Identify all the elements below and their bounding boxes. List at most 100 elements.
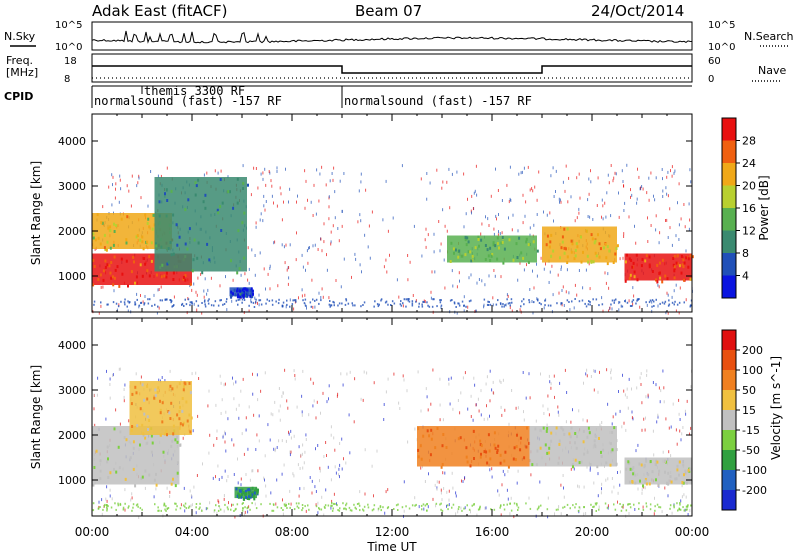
echo-cell xyxy=(659,276,662,280)
speckle xyxy=(548,374,550,378)
echo-cell xyxy=(453,251,455,255)
speckle xyxy=(463,172,465,176)
echo-cell xyxy=(570,426,573,430)
speckle xyxy=(412,294,414,297)
speckle xyxy=(425,245,427,249)
echo-cell xyxy=(141,423,144,427)
echo-cell xyxy=(561,235,564,239)
echo-cell xyxy=(644,478,647,481)
echo-cell xyxy=(563,251,566,255)
speckle xyxy=(560,200,562,204)
speckle xyxy=(289,450,291,454)
echo-cell xyxy=(673,265,676,269)
echo-cell xyxy=(121,272,124,276)
ground-scatter xyxy=(363,505,366,508)
echo-cell xyxy=(187,198,190,202)
speckle xyxy=(567,200,569,204)
echo-cell xyxy=(488,449,491,453)
echo-cell xyxy=(252,491,255,495)
speckle xyxy=(313,183,315,187)
ground-scatter xyxy=(362,304,364,306)
ground-scatter xyxy=(345,508,347,511)
ground-scatter xyxy=(466,504,468,507)
ground-scatter xyxy=(199,506,201,509)
speckle xyxy=(424,238,426,242)
echo-cell xyxy=(154,242,157,246)
ground-scatter xyxy=(308,508,310,511)
speckle xyxy=(339,442,341,445)
speckle xyxy=(100,285,102,289)
echo-cell xyxy=(125,238,128,242)
echo-cell xyxy=(648,255,651,259)
ground-scatter xyxy=(679,508,682,511)
speckle xyxy=(255,221,257,225)
speckle xyxy=(425,227,427,231)
ground-scatter xyxy=(626,301,629,304)
echo-cell xyxy=(246,291,249,295)
speckle xyxy=(607,402,609,406)
speckle xyxy=(610,368,612,372)
speckle xyxy=(94,247,96,251)
ground-scatter xyxy=(433,298,435,301)
speckle xyxy=(500,275,502,279)
speckle xyxy=(578,207,580,211)
speckle xyxy=(685,495,687,499)
ground-scatter xyxy=(201,509,203,512)
speckle xyxy=(622,373,623,377)
ground-scatter xyxy=(380,298,383,301)
speckle xyxy=(119,174,121,178)
speckle xyxy=(633,294,635,298)
speckle xyxy=(506,183,508,187)
echo-cell xyxy=(450,241,453,245)
speckle xyxy=(620,304,622,308)
speckle xyxy=(321,165,323,169)
speckle xyxy=(583,512,585,516)
echo-cell xyxy=(632,466,635,469)
echo-cell xyxy=(230,290,233,294)
echo-cell xyxy=(464,238,467,242)
ground-scatter xyxy=(179,507,182,510)
speckle xyxy=(189,489,191,493)
echo-cell xyxy=(103,233,106,237)
speckle xyxy=(623,235,625,238)
colorbar-segment xyxy=(722,490,736,510)
speckle xyxy=(280,192,282,196)
ground-scatter xyxy=(203,300,206,303)
echo-cell xyxy=(486,461,489,465)
speckle xyxy=(498,493,500,497)
echo-cell xyxy=(550,254,553,258)
speckle xyxy=(247,510,249,514)
speckle xyxy=(432,368,434,372)
echo-cell xyxy=(150,241,153,245)
speckle xyxy=(114,196,116,200)
echo-cell xyxy=(165,430,168,434)
ground-scatter xyxy=(391,300,394,303)
echo-cell xyxy=(687,265,690,269)
speckle xyxy=(180,379,182,383)
speckle xyxy=(666,291,668,295)
speckle xyxy=(212,476,214,480)
speckle xyxy=(583,485,585,489)
ground-scatter xyxy=(223,303,226,305)
ground-scatter xyxy=(446,504,449,507)
echo-cell xyxy=(544,443,547,447)
ground-scatter xyxy=(195,503,198,505)
speckle xyxy=(618,215,620,219)
echo-cell xyxy=(251,289,254,293)
echo-cell xyxy=(188,413,191,417)
echo-cell xyxy=(147,217,150,221)
speckle xyxy=(97,376,99,380)
echo-cell xyxy=(186,247,189,251)
speckle xyxy=(481,222,483,226)
speckle xyxy=(576,216,578,220)
speckle xyxy=(118,303,120,307)
speckle xyxy=(577,484,579,488)
ground-scatter xyxy=(408,507,411,510)
speckle xyxy=(661,168,663,171)
ground-scatter xyxy=(611,299,614,302)
echo-cell xyxy=(230,294,233,298)
ground-scatter xyxy=(403,298,406,301)
echo-cell xyxy=(536,249,539,253)
speckle xyxy=(315,503,317,507)
